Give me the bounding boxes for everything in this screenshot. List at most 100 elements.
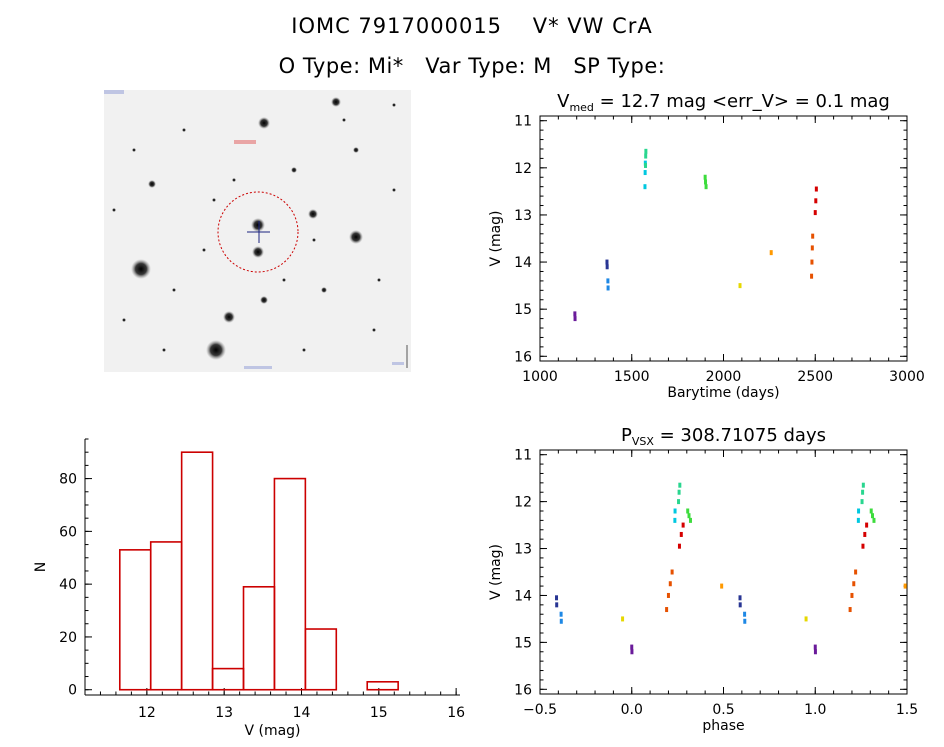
lightcurve-point-2	[606, 285, 610, 291]
histogram-chart: 12 13 14 15 16 0 20 40 60 80 V (mag) N	[33, 438, 465, 739]
phased-frame	[539, 449, 908, 695]
lightcurve-point-6	[738, 283, 742, 289]
phased-point-4	[861, 482, 865, 488]
lightcurve-point-5	[704, 184, 708, 190]
star-27	[212, 198, 216, 202]
phased-xtick-label: 0.0	[621, 702, 643, 718]
sky-label-br	[392, 362, 404, 365]
phased-point-4	[677, 499, 681, 505]
lightcurve-point-9	[813, 210, 817, 216]
phased-point-8	[848, 607, 852, 613]
phased-xtick-label: 0.5	[712, 702, 734, 718]
histogram-bar-4	[242, 585, 276, 691]
star-3	[251, 218, 265, 232]
phased-point-1	[738, 602, 742, 608]
phased-ytick-label: 12	[514, 495, 532, 511]
star-11	[353, 147, 359, 153]
phased-point-5	[687, 513, 691, 519]
phased-xtick-label: −0.5	[523, 702, 557, 718]
lightcurve-point-5	[703, 174, 707, 180]
lightcurve-xtick-label: 1500	[614, 369, 650, 385]
phased-point-6	[804, 616, 808, 622]
lightcurve-point-8	[810, 273, 814, 279]
star-2	[223, 311, 235, 323]
lightcurve-point-4	[644, 153, 648, 159]
star-9	[148, 180, 156, 188]
histogram-ytick-label: 60	[59, 524, 77, 540]
star-29	[132, 148, 136, 152]
histogram-bar-3	[211, 667, 245, 691]
star-20	[372, 328, 376, 332]
phased-point-3	[857, 508, 861, 514]
phased-point-3	[673, 517, 677, 523]
star-7	[308, 209, 318, 219]
lightcurve-point-0	[573, 316, 577, 322]
star-10	[260, 296, 268, 304]
phased-point-0	[813, 649, 817, 655]
histogram-xtick-label: 15	[370, 705, 388, 721]
star-15	[321, 287, 327, 293]
histogram-xlabel: V (mag)	[244, 723, 300, 739]
phased-point-0	[813, 644, 817, 650]
lightcurve-point-3	[643, 184, 647, 190]
histogram-ytick-label: 0	[68, 683, 77, 699]
lightcurve-xtick-label: 2500	[797, 369, 833, 385]
star-field	[112, 97, 396, 360]
lightcurve-point-4	[644, 162, 648, 168]
phased-point-8	[668, 581, 672, 587]
histogram-bar-1	[149, 541, 183, 691]
phased-title: PVSX = 308.71075 days	[621, 425, 826, 448]
phased-point-9	[863, 531, 867, 537]
figure-title: IOMC 7917000015 V* VW CrA	[291, 14, 653, 38]
star-17	[122, 318, 126, 322]
phased-ytick-label: 16	[514, 682, 532, 698]
lightcurve-point-8	[810, 259, 814, 265]
phased-point-5	[869, 508, 873, 514]
lightcurve-point-3	[643, 170, 647, 176]
lightcurve-point-2	[606, 278, 610, 284]
phased-point-1	[555, 602, 559, 608]
phased-point-2	[559, 618, 563, 624]
star-1	[206, 340, 226, 360]
histogram-bar-2	[180, 451, 214, 691]
phased-point-5	[871, 513, 875, 519]
star-23	[112, 208, 116, 212]
star-6	[258, 117, 270, 129]
phased-point-4	[677, 489, 681, 495]
phased-point-8	[670, 569, 674, 575]
lightcurve-xlabel: Barytime (days)	[667, 385, 779, 401]
star-18	[162, 348, 166, 352]
lightcurve-ytick-label: 13	[514, 208, 532, 224]
histogram-bar-5	[273, 477, 307, 691]
phased-point-5	[686, 508, 690, 514]
histogram-bar-0	[118, 549, 152, 691]
lightcurve-point-1	[605, 264, 609, 270]
phased-point-1	[555, 595, 559, 601]
lightcurve-title: Vmed = 12.7 mag <err_V> = 0.1 mag	[557, 91, 890, 114]
phased-point-7	[720, 583, 724, 589]
star-25	[282, 278, 286, 282]
histogram-xtick-label: 12	[138, 705, 156, 721]
lightcurve-point-8	[811, 233, 815, 239]
phased-point-9	[677, 543, 681, 549]
phased-point-2	[559, 611, 563, 617]
sky-image	[104, 90, 411, 372]
phased-point-2	[743, 618, 747, 624]
phased-point-1	[738, 595, 742, 601]
phased-ytick-label: 14	[514, 588, 532, 604]
histogram-ytick-label: 40	[59, 577, 77, 593]
lightcurve-frame	[539, 115, 908, 362]
lightcurve-point-9	[814, 186, 818, 192]
lightcurve-ylabel: V (mag)	[488, 210, 504, 266]
star-14	[202, 248, 206, 252]
phased-xtick-label: 1.0	[804, 702, 826, 718]
phased-xtick-label: 1.5	[896, 702, 918, 718]
lightcurve-point-5	[704, 179, 708, 185]
phased-point-9	[865, 522, 869, 528]
histogram-ytick-label: 20	[59, 630, 77, 646]
phased-ytick-label: 13	[514, 542, 532, 558]
phased-chart: −0.5 0.0 0.5 1.0 1.5 11 12 13 14 15 16 phase V (mag)…	[488, 425, 918, 734]
star-28	[392, 103, 396, 107]
star-22	[232, 178, 236, 182]
